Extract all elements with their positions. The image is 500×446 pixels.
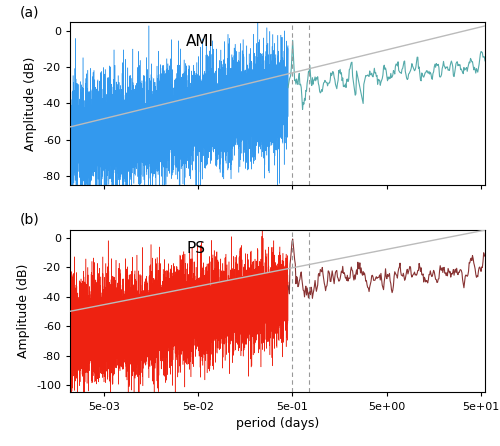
Text: (b): (b)	[20, 213, 40, 227]
Text: (a): (a)	[20, 5, 40, 19]
X-axis label: period (days): period (days)	[236, 417, 319, 430]
Y-axis label: Amplitude (dB): Amplitude (dB)	[24, 56, 38, 151]
Y-axis label: Amplitude (dB): Amplitude (dB)	[18, 264, 30, 359]
Text: AMI: AMI	[186, 33, 214, 49]
Text: PS: PS	[186, 241, 205, 256]
